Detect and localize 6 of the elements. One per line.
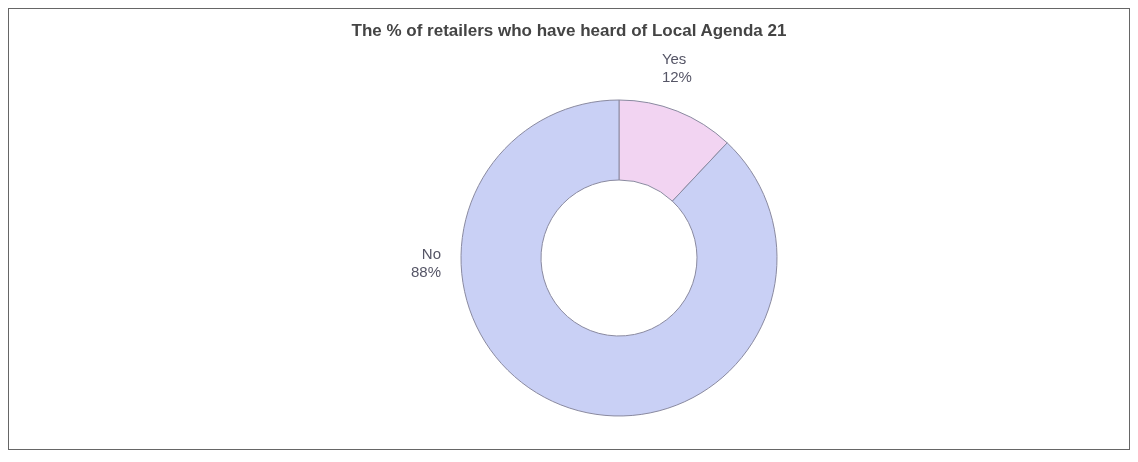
data-label: 88% [410,262,441,280]
data-label: 12% [661,68,692,86]
slice-label: Yes [661,50,687,68]
chart-title: The % of retailers who have heard of Local Agenda 21 [350,21,788,41]
slice-label: No [421,244,441,262]
donut-slice [460,99,778,417]
